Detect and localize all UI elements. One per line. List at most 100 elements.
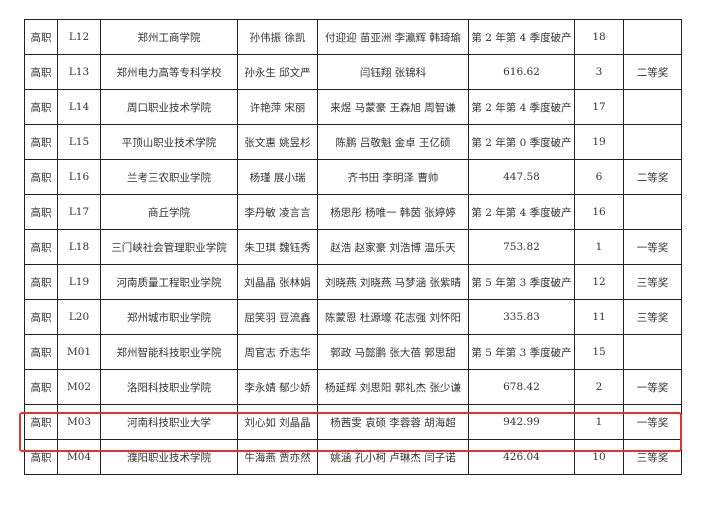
cell-rank: 19 [574, 124, 624, 160]
cell-advisors: 张文惠 姚昱杉 [237, 124, 318, 160]
cell-result: 第 2 年第 4 季度破产 [468, 19, 575, 55]
table-row: 高职 L16 兰考三农职业学院 杨瑾 展小瑞 齐书田 李明泽 曹帅 447.58 6 二等奖 [24, 159, 682, 195]
table-row: 高职 M01 郑州智能科技职业学院 周官志 乔志华 郭政 马懿鹏 张大蓓 郭思甜第 5 … [24, 334, 682, 370]
cell-rank: 1 [574, 229, 624, 265]
cell-rank: 17 [574, 89, 624, 125]
table-row: 高职 M04 濮阳职业技术学院 牛海燕 贾亦然 姚涵 孔小柯 卢琳杰 闫子诺 426.04… [24, 439, 682, 475]
cell-members: 姚涵 孔小柯 卢琳杰 闫子诺 [317, 439, 469, 475]
table-row: 高职 L18 三门峡社会管理职业学院 朱卫琪 魏钰秀 赵浩 赵家豪 刘浩博 温乐天 753… [24, 229, 682, 265]
cell-award: 三等奖 [623, 264, 682, 300]
table-row: 高职 L19 河南质量工程职业学院 刘晶晶 张林娟 刘晓燕 刘晓燕 马梦涵 张紫晴第 5… [24, 264, 682, 300]
cell-level: 高职 [24, 439, 58, 475]
cell-level: 高职 [24, 54, 58, 90]
cell-level: 高职 [24, 19, 58, 55]
cell-rank: 18 [574, 19, 624, 55]
cell-result: 426.04 [468, 439, 575, 475]
cell-code: L16 [57, 159, 101, 195]
cell-result: 第 5 年第 3 季度破产 [468, 264, 575, 300]
cell-award: 一等奖 [623, 229, 682, 265]
cell-rank: 15 [574, 334, 624, 370]
cell-advisors: 李丹敏 凌言言 [237, 194, 318, 230]
cell-advisors: 朱卫琪 魏钰秀 [237, 229, 318, 265]
cell-award: 三等奖 [623, 299, 682, 335]
cell-level: 高职 [24, 264, 58, 300]
cell-level: 高职 [24, 229, 58, 265]
cell-advisors: 李永婧 郁少娇 [237, 369, 318, 405]
table-row: 高职 L13 郑州电力高等专科学校 孙永生 邱文严 闫钰翔 张锦科 616.62 3 二等奖 [24, 54, 682, 90]
cell-result: 第 5 年第 3 季度破产 [468, 334, 575, 370]
cell-result: 753.82 [468, 229, 575, 265]
cell-rank: 12 [574, 264, 624, 300]
cell-members: 赵浩 赵家豪 刘浩博 温乐天 [317, 229, 469, 265]
cell-level: 高职 [24, 369, 58, 405]
cell-award: 二等奖 [623, 159, 682, 195]
table-row: 高职 L12 郑州工商学院 孙伟振 徐凯 付迎迎 苗亚洲 李瀛辉 韩琦瑜第 2 年第 4… [24, 19, 682, 55]
table-row: 高职 L17 商丘学院 李丹敏 凌言言 杨思彤 杨唯一 韩茵 张婷婷第 2 年第 4 季… [24, 194, 682, 230]
cell-members: 闫钰翔 张锦科 [317, 54, 469, 90]
cell-advisors: 牛海燕 贾亦然 [237, 439, 318, 475]
cell-members: 刘晓燕 刘晓燕 马梦涵 张紫晴 [317, 264, 469, 300]
table-row: 高职 M02 洛阳科技职业学院 李永婧 郁少娇 杨延辉 刘思阳 郭礼杰 张少谦 678.4… [24, 369, 682, 405]
cell-members: 陈鹏 吕敬魁 金卓 王亿硕 [317, 124, 469, 160]
cell-members: 陈蒙恩 杜源壕 花志强 刘怀阳 [317, 299, 469, 335]
cell-code: L19 [57, 264, 101, 300]
cell-school: 商丘学院 [100, 194, 238, 230]
cell-school: 周口职业技术学院 [100, 89, 238, 125]
cell-award [623, 124, 682, 160]
cell-result: 678.42 [468, 369, 575, 405]
cell-award: 二等奖 [623, 54, 682, 90]
cell-level: 高职 [24, 89, 58, 125]
cell-code: L15 [57, 124, 101, 160]
cell-result: 第 2 年第 4 季度破产 [468, 89, 575, 125]
cell-school: 河南质量工程职业学院 [100, 264, 238, 300]
cell-members: 杨思彤 杨唯一 韩茵 张婷婷 [317, 194, 469, 230]
highlight-box [19, 412, 682, 452]
cell-award: 三等奖 [623, 439, 682, 475]
cell-advisors: 孙伟振 徐凯 [237, 19, 318, 55]
cell-result: 第 2 年第 4 季度破产 [468, 194, 575, 230]
table-row: 高职 L20 郑州城市职业学院 屈笑羽 豆流鑫 陈蒙恩 杜源壕 花志强 刘怀阳 335.8… [24, 299, 682, 335]
cell-award: 一等奖 [623, 404, 682, 440]
cell-result: 616.62 [468, 54, 575, 90]
table-row: 高职 L14 周口职业技术学院 许艳萍 宋丽 来煜 马蒙豪 王森旭 周智谦第 2 年第 … [24, 89, 682, 125]
cell-level: 高职 [24, 159, 58, 195]
cell-award [623, 194, 682, 230]
cell-code: L18 [57, 229, 101, 265]
table-row: 高职 L15 平顶山职业技术学院 张文惠 姚昱杉 陈鹏 吕敬魁 金卓 王亿硕第 2 年第… [24, 124, 682, 160]
cell-code: M01 [57, 334, 101, 370]
cell-school: 郑州电力高等专科学校 [100, 54, 238, 90]
cell-school: 兰考三农职业学院 [100, 159, 238, 195]
cell-code: L17 [57, 194, 101, 230]
cell-advisors: 刘心如 刘晶晶 [237, 404, 318, 440]
cell-code: L13 [57, 54, 101, 90]
cell-advisors: 周官志 乔志华 [237, 334, 318, 370]
cell-advisors: 屈笑羽 豆流鑫 [237, 299, 318, 335]
cell-award [623, 89, 682, 125]
cell-result: 447.58 [468, 159, 575, 195]
table-row: 高职 M03 河南科技职业大学 刘心如 刘晶晶 杨茜雯 袁硕 李蓉蓉 胡海超 942.99… [24, 404, 682, 440]
cell-level: 高职 [24, 194, 58, 230]
cell-code: L12 [57, 19, 101, 55]
cell-advisors: 杨瑾 展小瑞 [237, 159, 318, 195]
cell-school: 洛阳科技职业学院 [100, 369, 238, 405]
cell-school: 郑州智能科技职业学院 [100, 334, 238, 370]
cell-level: 高职 [24, 334, 58, 370]
cell-code: L14 [57, 89, 101, 125]
cell-code: M03 [57, 404, 101, 440]
cell-code: M02 [57, 369, 101, 405]
cell-rank: 3 [574, 54, 624, 90]
cell-result: 335.83 [468, 299, 575, 335]
cell-award: 一等奖 [623, 369, 682, 405]
cell-advisors: 刘晶晶 张林娟 [237, 264, 318, 300]
table-body: 高职 L12 郑州工商学院 孙伟振 徐凯 付迎迎 苗亚洲 李瀛辉 韩琦瑜第 2 年第 4… [24, 19, 682, 475]
cell-rank: 11 [574, 299, 624, 335]
cell-school: 郑州工商学院 [100, 19, 238, 55]
cell-school: 濮阳职业技术学院 [100, 439, 238, 475]
cell-rank: 10 [574, 439, 624, 475]
cell-rank: 16 [574, 194, 624, 230]
results-table: 高职 L12 郑州工商学院 孙伟振 徐凯 付迎迎 苗亚洲 李瀛辉 韩琦瑜第 2 年第 4… [24, 19, 682, 475]
cell-rank: 1 [574, 404, 624, 440]
cell-result: 第 2 年第 0 季度破产 [468, 124, 575, 160]
cell-members: 杨延辉 刘思阳 郭礼杰 张少谦 [317, 369, 469, 405]
cell-advisors: 孙永生 邱文严 [237, 54, 318, 90]
